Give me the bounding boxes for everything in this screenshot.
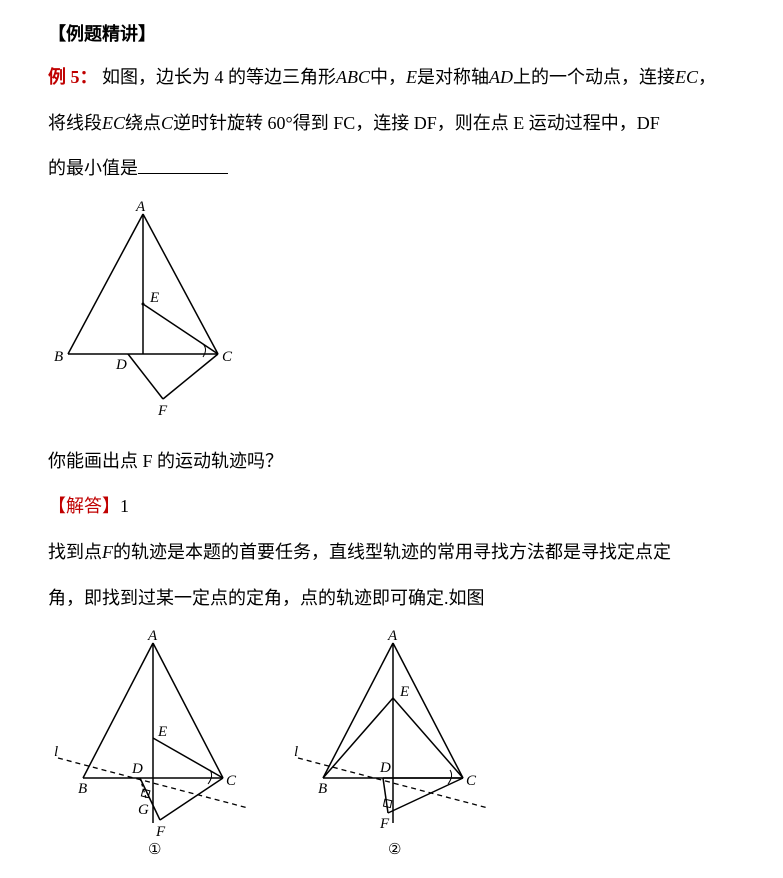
f1-cf — [160, 778, 223, 820]
label-f: F — [157, 403, 168, 419]
text: 绕点 — [125, 113, 161, 133]
edge-ec — [143, 304, 218, 354]
text: 的最小值是 — [48, 158, 138, 178]
f1-le: E — [157, 724, 167, 740]
answer-blank — [138, 156, 228, 174]
f2-df — [383, 778, 388, 813]
text: 的轨迹是本题的首要任务，直线型轨迹的常用寻找方法都是寻找定点定 — [113, 542, 671, 562]
f1-la: A — [147, 628, 158, 644]
f1-num: ① — [148, 842, 161, 858]
answer-line-1: 找到点F的轨迹是本题的首要任务，直线型轨迹的常用寻找方法都是寻找定点定 — [48, 533, 735, 573]
f1-ll: l — [54, 744, 58, 760]
section-heading: 【例题精讲】 — [48, 20, 735, 46]
text: 找到点 — [48, 542, 102, 562]
answer-label: 【解答】 — [48, 496, 120, 516]
text: 中， — [370, 67, 406, 87]
f1-ab — [83, 643, 153, 778]
label-e: E — [149, 290, 159, 306]
text: 将线段 — [48, 113, 102, 133]
text: 上的一个动点，连接 — [513, 67, 675, 87]
sym-ec2: EC — [102, 113, 125, 133]
text: 逆时针旋转 60°得到 FC，连接 DF，则在点 E 运动过程中，DF — [173, 113, 660, 133]
f2-lf: F — [379, 816, 390, 832]
f1-lg: G — [138, 802, 149, 818]
f2-lc: C — [466, 773, 477, 789]
f2-num: ② — [388, 842, 401, 858]
sym-abc: ABC — [336, 67, 370, 87]
page: 【例题精讲】 例 5： 如图，边长为 4 的等边三角形ABC中，E是对称轴AD上… — [0, 0, 783, 878]
trajectory-question: 你能画出点 F 的运动轨迹吗？ — [48, 442, 735, 482]
f2-ld: D — [379, 760, 391, 776]
problem-line-1: 例 5： 如图，边长为 4 的等边三角形ABC中，E是对称轴AD上的一个动点，连… — [48, 58, 735, 98]
f1-ld: D — [131, 761, 143, 777]
f2-la: A — [387, 628, 398, 644]
bottom-figures: A B C D E F G l ① — [48, 628, 735, 858]
text: ， — [698, 67, 716, 87]
f2-lb: B — [318, 781, 327, 797]
main-figure: A B C D E F — [48, 199, 735, 424]
f2-le: E — [399, 684, 409, 700]
sym-ad: AD — [489, 67, 513, 87]
answer-line-0: 【解答】1 — [48, 487, 735, 527]
answer-line-2: 角，即找到过某一定点的定角，点的轨迹即可确定.如图 — [48, 579, 735, 619]
edge-df — [128, 354, 163, 399]
sym-c: C — [161, 113, 173, 133]
answer-num: 1 — [120, 496, 129, 516]
problem-line-2: 将线段EC绕点C逆时针旋转 60°得到 FC，连接 DF，则在点 E 运动过程中… — [48, 104, 735, 144]
text: 如图，边长为 4 的等边三角形 — [102, 67, 336, 87]
edge-ab — [68, 214, 143, 354]
f1-lc: C — [226, 773, 237, 789]
label-d: D — [115, 357, 127, 373]
f2-cf — [388, 778, 463, 813]
figure-2: A B C D E F l ② — [288, 628, 498, 858]
f1-lf: F — [155, 824, 166, 840]
text: 是对称轴 — [417, 67, 489, 87]
edge-cf — [163, 354, 218, 399]
label-b: B — [54, 349, 63, 365]
f1-arc-c — [208, 770, 212, 784]
main-figure-svg: A B C D E F — [48, 199, 248, 419]
example-label: 例 5： — [48, 67, 98, 87]
label-c: C — [222, 349, 233, 365]
sym-e: E — [406, 67, 417, 87]
f1-lb: B — [78, 781, 87, 797]
edge-ac — [143, 214, 218, 354]
figure-1: A B C D E F G l ① — [48, 628, 258, 858]
problem-line-3: 的最小值是 — [48, 149, 735, 189]
sym-f: F — [102, 542, 113, 562]
label-a: A — [135, 199, 146, 215]
f2-arc-c — [448, 770, 452, 784]
sym-ec: EC — [675, 67, 698, 87]
f2-ll: l — [294, 744, 298, 760]
